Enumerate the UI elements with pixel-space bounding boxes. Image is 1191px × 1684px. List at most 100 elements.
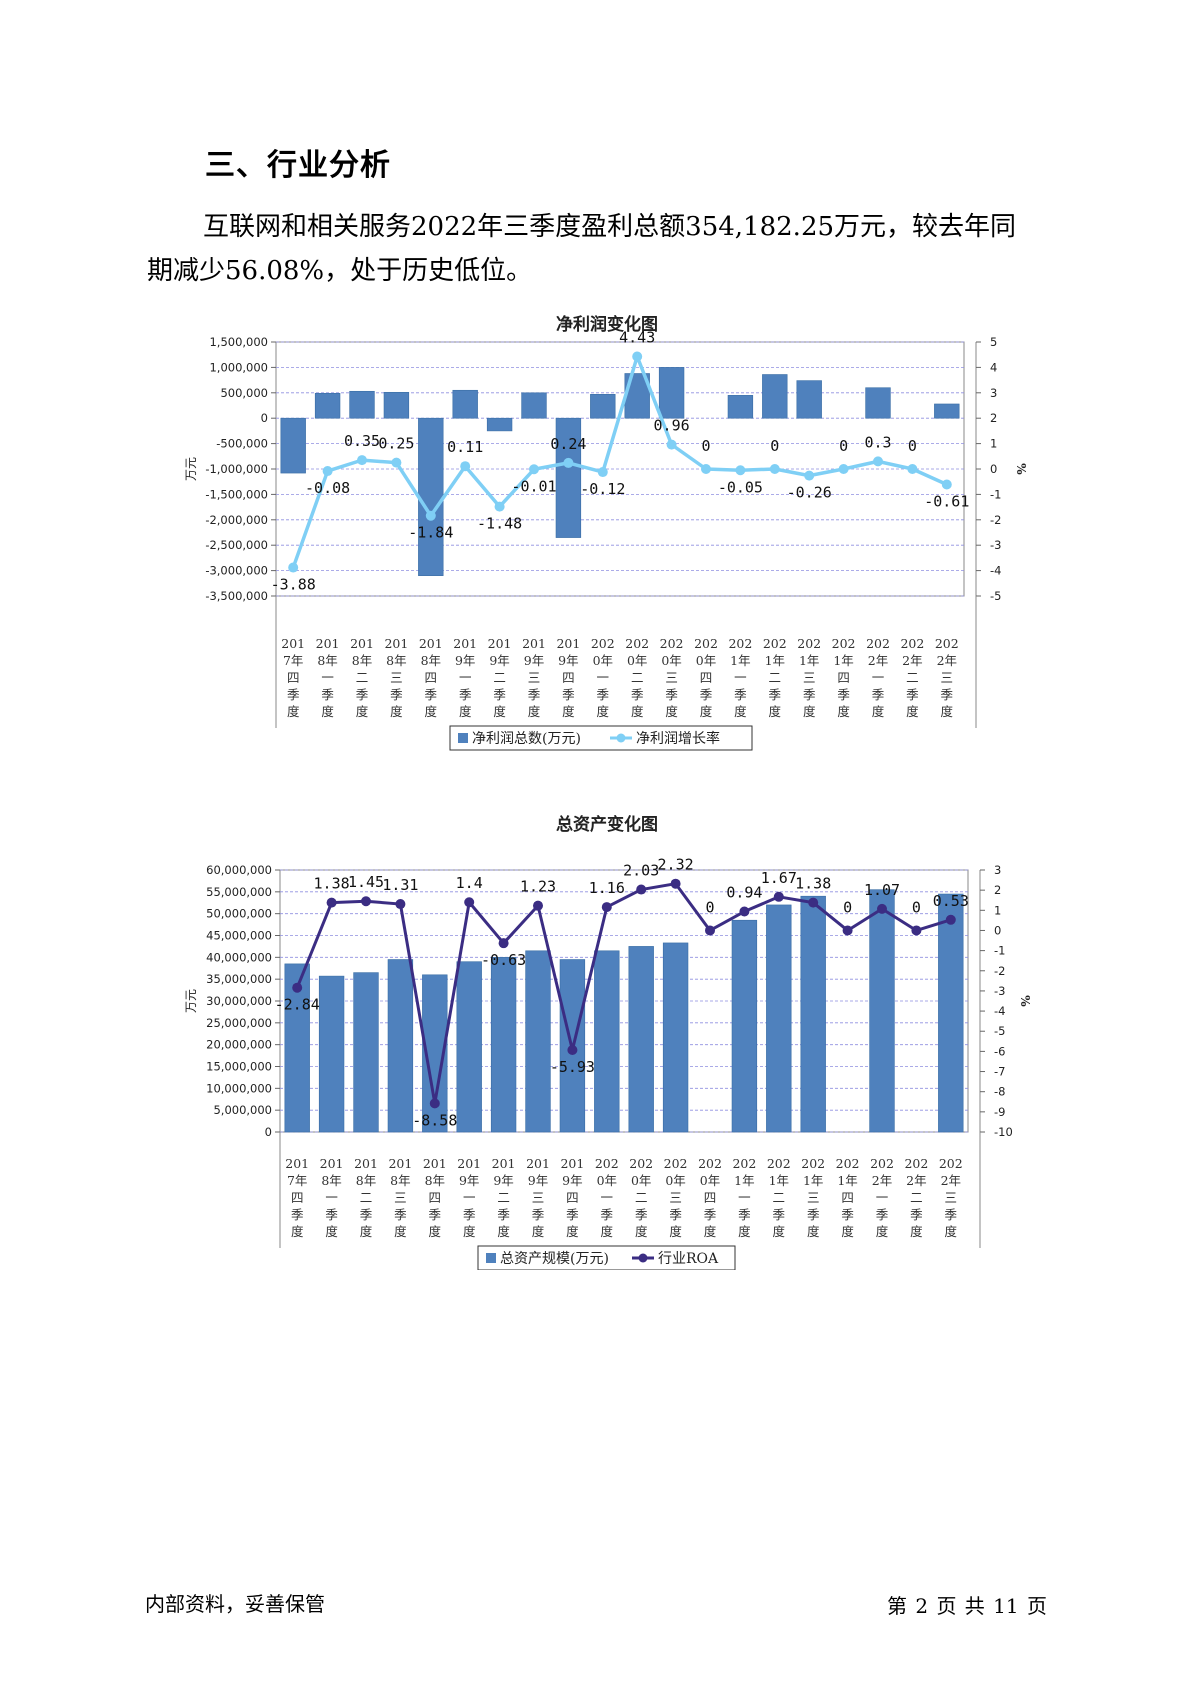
category-label: 三 bbox=[532, 1190, 545, 1205]
category-label: 季 bbox=[528, 687, 541, 702]
category-label: 度 bbox=[566, 1224, 579, 1239]
y-tick-label: 500,000 bbox=[220, 386, 268, 400]
category-label: 201 bbox=[560, 1156, 584, 1171]
bar bbox=[353, 972, 379, 1133]
category-label: 0年 bbox=[593, 653, 613, 668]
plot-area bbox=[279, 869, 969, 1133]
category-label: 季 bbox=[463, 1207, 476, 1222]
category-label: 202 bbox=[767, 1156, 791, 1171]
category-label: 201 bbox=[384, 636, 408, 651]
category-label: 8年 bbox=[352, 653, 372, 668]
category-label: 季 bbox=[532, 1207, 545, 1222]
line-point bbox=[357, 455, 367, 466]
net-profit-chart: 净利润变化图 1,500,000 1,000,000 500,000 0 -500,000… bbox=[184, 314, 1028, 751]
y-tick-label: -1,500,000 bbox=[205, 487, 268, 501]
y-tick-label: 0 bbox=[261, 411, 268, 425]
category-label: 三 bbox=[941, 670, 954, 685]
category-label: 季 bbox=[738, 1207, 751, 1222]
category-label: 二 bbox=[497, 1190, 510, 1205]
y-tick-label: 20,000,000 bbox=[206, 1038, 272, 1052]
y2-tick-label: 2 bbox=[994, 883, 1001, 897]
line-point bbox=[391, 457, 402, 468]
category-label: 三 bbox=[807, 1190, 820, 1205]
line-point bbox=[907, 464, 918, 474]
category-label: 1年 bbox=[765, 653, 785, 668]
legend-box bbox=[449, 725, 753, 751]
data-label: -0.01 bbox=[511, 477, 556, 495]
category-label: 202 bbox=[591, 636, 615, 651]
category-label: 度 bbox=[425, 704, 438, 719]
category-label: 四 bbox=[562, 670, 575, 685]
category-label: 度 bbox=[704, 1224, 717, 1239]
category-label: 季 bbox=[734, 687, 747, 702]
bar bbox=[934, 403, 960, 419]
bar bbox=[796, 380, 822, 419]
data-label: -5.93 bbox=[550, 1058, 595, 1076]
category-label: 季 bbox=[910, 1207, 923, 1222]
data-label: 0.94 bbox=[726, 884, 762, 902]
category-label: 一 bbox=[321, 670, 334, 685]
y2-tick-label: -5 bbox=[994, 1024, 1005, 1038]
category-label: 201 bbox=[320, 1156, 344, 1171]
bar bbox=[628, 946, 654, 1133]
y2-tick-label: -1 bbox=[994, 944, 1005, 958]
chart-title: 总资产变化图 bbox=[556, 814, 658, 835]
legend-bar-label: 总资产规模(万元) bbox=[500, 1251, 609, 1267]
category-label: 8年 bbox=[321, 1173, 341, 1188]
data-label: 1.4 bbox=[456, 874, 483, 892]
category-label: 二 bbox=[769, 670, 782, 685]
plot-area bbox=[275, 341, 965, 597]
category-label: 度 bbox=[291, 1224, 304, 1239]
category-label: 一 bbox=[463, 1190, 476, 1205]
category-label: 9年 bbox=[455, 653, 475, 668]
data-label: 0 bbox=[843, 898, 852, 916]
category-label: 8年 bbox=[421, 653, 441, 668]
y2-tick-label: 4 bbox=[990, 360, 997, 374]
line-point bbox=[395, 899, 406, 910]
category-label: 二 bbox=[493, 670, 506, 685]
y-tick-label: 1,000,000 bbox=[209, 360, 268, 374]
category-label: 季 bbox=[841, 1207, 854, 1222]
series-line bbox=[291, 354, 948, 569]
category-label: 2年 bbox=[872, 1173, 892, 1188]
data-label: 0.35 bbox=[344, 432, 380, 450]
category-label: 二 bbox=[360, 1190, 373, 1205]
category-label: 四 bbox=[566, 1190, 579, 1205]
bar bbox=[869, 889, 895, 1133]
bar bbox=[800, 895, 826, 1133]
category-label: 度 bbox=[463, 1224, 476, 1239]
category-label: 9年 bbox=[558, 653, 578, 668]
category-label: 度 bbox=[872, 704, 885, 719]
data-label: 0 bbox=[912, 898, 921, 916]
y2-tick-label: 0 bbox=[990, 462, 997, 476]
legend-line-label: 净利润增长率 bbox=[636, 730, 720, 747]
y-tick-label: -3,500,000 bbox=[205, 589, 268, 603]
legend-bar-swatch bbox=[486, 1253, 496, 1263]
bar bbox=[662, 942, 689, 1133]
category-label: 季 bbox=[769, 687, 782, 702]
category-label: 四 bbox=[425, 670, 438, 685]
data-label: -0.63 bbox=[481, 951, 526, 969]
category-label: 8年 bbox=[386, 653, 406, 668]
category-label: 季 bbox=[669, 1207, 682, 1222]
bar bbox=[766, 904, 792, 1133]
category-label: 度 bbox=[528, 704, 541, 719]
line-point bbox=[464, 897, 475, 908]
category-label: 季 bbox=[700, 687, 713, 702]
y-tick-label: 55,000,000 bbox=[206, 885, 272, 899]
line-point bbox=[361, 896, 371, 907]
category-label: 三 bbox=[394, 1190, 407, 1205]
category-label: 二 bbox=[773, 1190, 786, 1205]
data-label: -0.26 bbox=[787, 484, 832, 502]
category-label: 度 bbox=[803, 704, 816, 719]
category-label: 0年 bbox=[627, 653, 647, 668]
y-tick-label: -3,000,000 bbox=[205, 564, 268, 578]
category-label: 202 bbox=[866, 636, 890, 651]
category-label: 201 bbox=[285, 1156, 309, 1171]
bar bbox=[865, 387, 891, 419]
category-label: 四 bbox=[291, 1190, 304, 1205]
line-point bbox=[873, 456, 883, 467]
y-tick-label: -2,500,000 bbox=[205, 538, 268, 552]
y2-tick-label: -6 bbox=[994, 1044, 1005, 1058]
category-label: 度 bbox=[837, 704, 850, 719]
